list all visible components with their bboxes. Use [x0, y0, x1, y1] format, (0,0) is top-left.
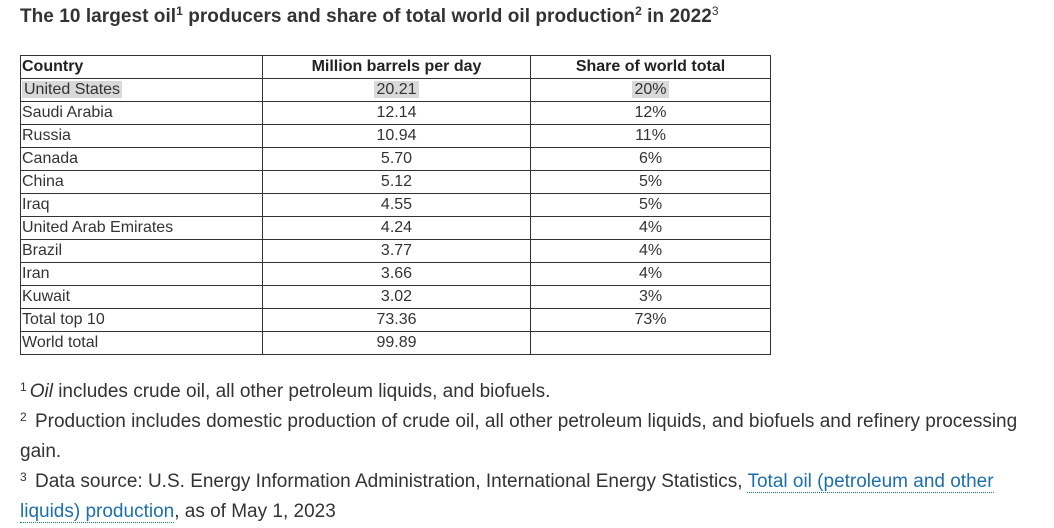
table-row: Russia 10.94 11% [20, 124, 771, 148]
cell-mbd: 4.55 [262, 193, 531, 217]
footnote-1: 1 Oil includes crude oil, all other petro… [20, 377, 1045, 407]
table-row: United States 20.21 20% [20, 78, 771, 102]
footnote-text: Production includes domestic production … [20, 411, 1018, 462]
cell-share: 5% [530, 170, 771, 194]
cell-country: Brazil [20, 239, 263, 263]
header-share: Share of world total [530, 55, 771, 79]
cell-country: Iran [20, 262, 263, 286]
cell-share: 4% [530, 216, 771, 240]
cell-mbd: 73.36 [262, 308, 531, 332]
table-row: Canada 5.70 6% [20, 147, 771, 171]
title-footnote-2: 2 [635, 4, 642, 18]
table-row: Iraq 4.55 5% [20, 193, 771, 217]
title-footnote-1: 1 [176, 4, 183, 18]
cell-mbd: 5.12 [262, 170, 531, 194]
footnote-2: 2 Production includes domestic productio… [20, 407, 1045, 467]
table-row-total-top-10: Total top 10 73.36 73% [20, 308, 771, 332]
total-oil-production-link[interactable]: Total oil (petroleum and other liquids) … [20, 471, 994, 523]
title-text-c: in 2022 [641, 6, 712, 27]
table-row: Iran 3.66 4% [20, 262, 771, 286]
cell-share: 3% [530, 285, 771, 309]
cell-mbd: 20.21 [262, 78, 531, 102]
cell-country: Russia [20, 124, 263, 148]
cell-country: Kuwait [20, 285, 263, 309]
table-row: Brazil 3.77 4% [20, 239, 771, 263]
highlighted-text: 20.21 [374, 81, 419, 98]
cell-share: 6% [530, 147, 771, 171]
cell-mbd: 4.24 [262, 216, 531, 240]
footnote-term: Oil [29, 381, 53, 402]
footnote-marker: 2 [20, 410, 27, 424]
table-row-world-total: World total 99.89 [20, 331, 771, 355]
footnote-text: includes crude oil, all other petroleum … [52, 381, 551, 402]
highlighted-text: United States [22, 81, 123, 98]
table-row: Saudi Arabia 12.14 12% [20, 101, 771, 125]
footnote-marker: 1 [20, 380, 27, 394]
cell-share: 20% [530, 78, 771, 102]
cell-share: 5% [530, 193, 771, 217]
title-text-b: producers and share of total world oil p… [182, 6, 636, 27]
cell-share: 11% [530, 124, 771, 148]
oil-producers-table: Country Million barrels per day Share of… [20, 55, 771, 355]
page-title: The 10 largest oil1 producers and share … [20, 4, 719, 28]
cell-mbd: 99.89 [262, 331, 531, 355]
cell-country: World total [20, 331, 263, 355]
cell-mbd: 3.66 [262, 262, 531, 286]
cell-mbd: 3.02 [262, 285, 531, 309]
cell-country: United Arab Emirates [20, 216, 263, 240]
table-header-row: Country Million barrels per day Share of… [20, 55, 771, 79]
highlighted-text: 20% [632, 81, 669, 98]
footnote-marker: 3 [20, 470, 27, 484]
cell-share: 4% [530, 239, 771, 263]
table-row: China 5.12 5% [20, 170, 771, 194]
cell-country: Saudi Arabia [20, 101, 263, 125]
title-text-a: The 10 largest oil [20, 6, 177, 27]
footnote-text: Data source: U.S. Energy Information Adm… [29, 471, 748, 492]
header-million-barrels: Million barrels per day [262, 55, 531, 79]
cell-country: Total top 10 [20, 308, 263, 332]
cell-country: United States [20, 78, 263, 102]
cell-country: Canada [20, 147, 263, 171]
cell-mbd: 3.77 [262, 239, 531, 263]
footnotes: 1 Oil includes crude oil, all other petro… [20, 377, 1045, 527]
cell-share: 73% [530, 308, 771, 332]
footnote-suffix: , as of May 1, 2023 [174, 501, 336, 522]
header-country: Country [20, 55, 263, 79]
table-row: United Arab Emirates 4.24 4% [20, 216, 771, 240]
cell-country: Iraq [20, 193, 263, 217]
footnote-3: 3 Data source: U.S. Energy Information A… [20, 467, 1045, 527]
cell-share: 12% [530, 101, 771, 125]
cell-mbd: 5.70 [262, 147, 531, 171]
table-row: Kuwait 3.02 3% [20, 285, 771, 309]
cell-mbd: 10.94 [262, 124, 531, 148]
cell-country: China [20, 170, 263, 194]
title-footnote-3: 3 [711, 4, 719, 18]
cell-share [530, 331, 771, 355]
cell-share: 4% [530, 262, 771, 286]
cell-mbd: 12.14 [262, 101, 531, 125]
